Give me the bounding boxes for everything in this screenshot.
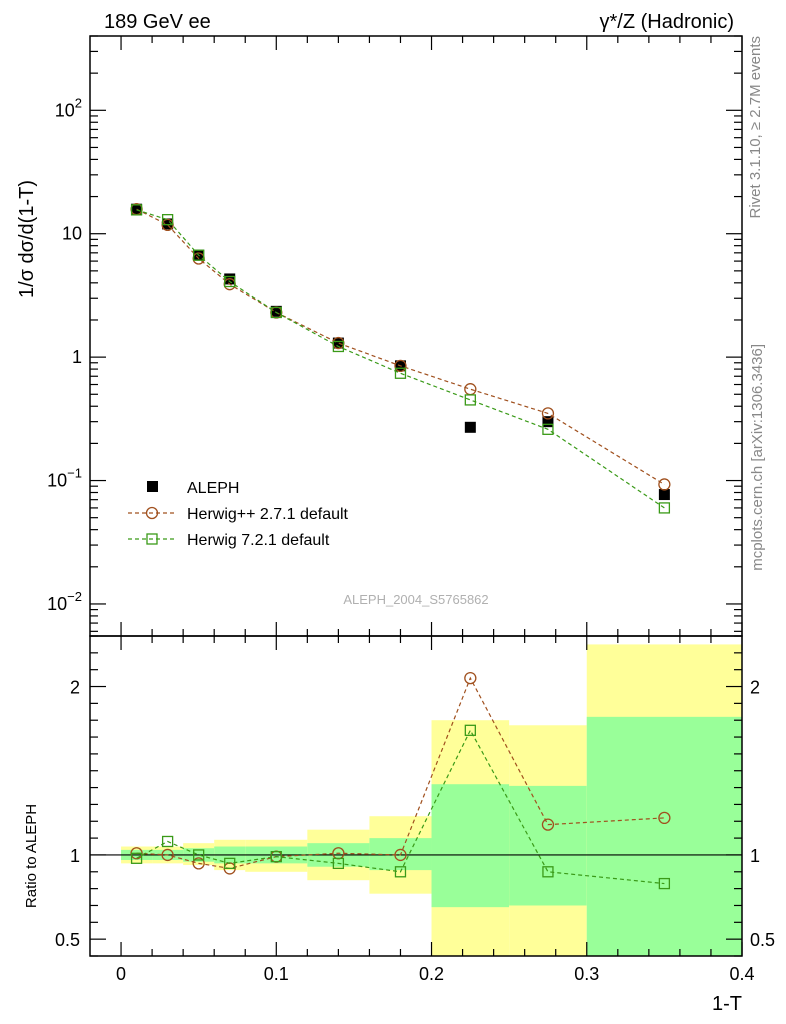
legend-marker-herwig7 <box>146 533 158 545</box>
x-tick-label: 0 <box>116 964 126 984</box>
ratio-herwigpp-point <box>394 848 407 862</box>
ratio-herwigpp-point <box>464 671 477 685</box>
ratio-frame <box>89 635 743 957</box>
herwig7-point <box>394 367 407 379</box>
herwigpp-point <box>394 359 407 372</box>
herwig7-point <box>130 204 143 216</box>
ratio-plot-panel: 0 0.1 0.2 0.3 0.4 0.5 0.5 1 1 2 2 <box>55 635 775 984</box>
legend-marker-herwigpp <box>145 506 159 520</box>
ratio-band-inner-8 <box>509 785 587 906</box>
herwig7-point <box>542 423 554 435</box>
ratio-band-inner-9 <box>586 716 742 956</box>
ratio-herwigpp-line <box>136 676 665 870</box>
main-plot-panel: 10−2 10−1 1 10 102 <box>47 35 743 637</box>
ratio-herwig7-point <box>658 877 671 890</box>
x-axis-label: 1-T <box>712 993 742 1015</box>
herwig7-point <box>161 214 174 226</box>
herwig7-point <box>464 394 476 406</box>
legend-marker-aleph <box>147 481 158 492</box>
ratio-band-inner-7 <box>431 784 510 908</box>
ratio-herwig7-point <box>464 724 476 736</box>
y-tick-label-ratio-left: 2 <box>70 678 80 698</box>
ratio-herwigpp-point <box>658 811 671 825</box>
ratio-herwigpp-point <box>192 857 205 870</box>
y-tick-label-ratio-left: 0.5 <box>55 930 80 950</box>
herwigpp-point <box>541 407 555 420</box>
herwig7-point <box>224 275 236 288</box>
herwigpp-line <box>136 208 665 485</box>
ratio-herwigpp-point <box>161 848 174 862</box>
legend: ALEPH Herwig++ 2.7.1 default Herwig 7.2.… <box>128 480 349 549</box>
ratio-herwig7-point <box>130 852 143 864</box>
y-tick-label-main: 10−1 <box>47 466 82 491</box>
ratio-herwigpp-point <box>541 818 555 831</box>
ratio-herwig7-point <box>270 850 282 863</box>
x-tick-label: 0.4 <box>729 964 754 984</box>
ratio-herwig7-point <box>332 857 345 870</box>
y-tick-label-ratio-right: 2 <box>750 678 760 698</box>
aleph-point <box>162 218 174 230</box>
y-tick-label-main: 10−2 <box>47 589 82 614</box>
y-tick-label-main: 1 <box>72 347 82 367</box>
y-axis-label-main: 1/σ dσ/d(1-T) <box>16 180 38 298</box>
aleph-point <box>658 489 670 501</box>
y-tick-label-main: 102 <box>55 95 82 120</box>
side-label-rivet: Rivet 3.1.10, ≥ 2.7M events <box>747 36 764 219</box>
x-tick-label: 0.1 <box>264 964 289 984</box>
aleph-point <box>270 305 282 317</box>
x-tick-label: 0.3 <box>574 964 599 984</box>
x-tick-label: 0.2 <box>419 964 444 984</box>
header-right: γ*/Z (Hadronic) <box>600 11 734 33</box>
header-left: 189 GeV ee <box>104 11 211 33</box>
aleph-point <box>332 337 344 349</box>
ratio-herwig7-point <box>224 857 236 870</box>
legend-label-aleph: ALEPH <box>187 480 239 497</box>
side-label-mcplots: mcplots.cern.ch [arXiv:1306.3436] <box>749 344 766 571</box>
legend-label-herwigpp: Herwig++ 2.7.1 default <box>187 506 349 523</box>
aleph-point <box>464 421 476 433</box>
y-axis-label-ratio: Ratio to ALEPH <box>23 804 40 908</box>
herwig7-point <box>658 502 671 514</box>
y-tick-label-ratio-left: 1 <box>70 846 80 866</box>
ratio-herwig7-point <box>161 835 174 848</box>
ratio-herwig7-line <box>136 729 665 885</box>
herwig7-line <box>136 209 665 509</box>
herwigpp-point <box>464 383 477 396</box>
herwigpp-point <box>658 478 671 491</box>
ratio-herwig7-point <box>193 849 205 861</box>
analysis-watermark: ALEPH_2004_S5765862 <box>343 592 488 607</box>
legend-label-herwig7: Herwig 7.2.1 default <box>187 532 330 549</box>
y-tick-label-main: 10 <box>62 224 82 244</box>
ratio-herwig7-point <box>542 866 554 878</box>
herwig7-point <box>332 340 345 353</box>
aleph-point <box>542 416 554 428</box>
herwig7-point <box>270 306 282 319</box>
y-tick-label-ratio-right: 0.5 <box>750 930 775 950</box>
y-tick-label-ratio-right: 1 <box>750 846 760 866</box>
herwig7-point <box>193 249 205 261</box>
ratio-herwig7-point <box>394 866 407 878</box>
